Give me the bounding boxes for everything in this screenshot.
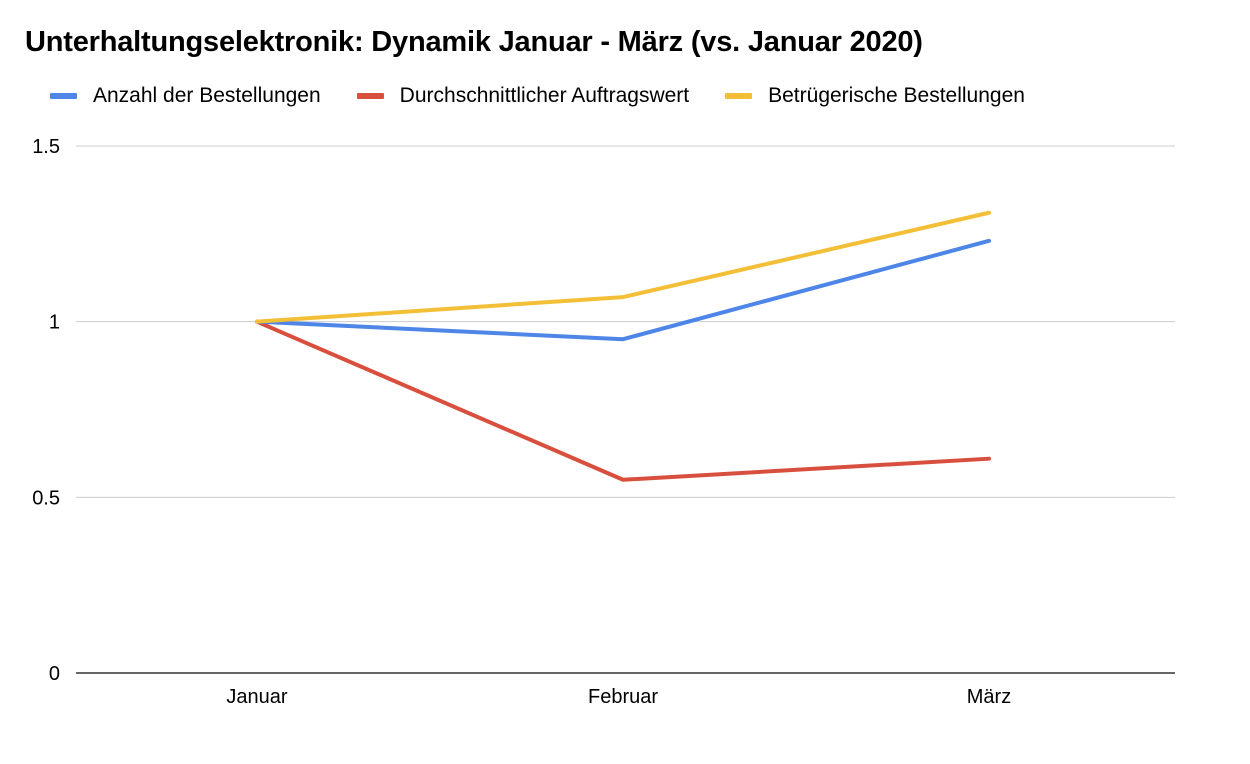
legend-item-betruegerisch: Betrügerische Bestellungen <box>725 84 1025 108</box>
legend-swatch-auftragswert <box>356 93 384 99</box>
chart-title: Unterhaltungselektronik: Dynamik Januar … <box>25 26 923 58</box>
y-tick-label-1: 0.5 <box>32 487 60 509</box>
y-tick-label-3: 1.5 <box>32 136 60 158</box>
legend-item-auftragswert: Durchschnittlicher Auftragswert <box>356 84 690 108</box>
legend-label-anzahl: Anzahl der Bestellungen <box>93 84 321 107</box>
legend-label-auftragswert: Durchschnittlicher Auftragswert <box>399 84 690 107</box>
series-line-1 <box>255 319 991 482</box>
legend: Anzahl der Bestellungen Durchschnittlich… <box>50 84 1061 108</box>
y-tick-label-0: 0 <box>49 663 60 685</box>
x-tick-label-2: März <box>967 686 1011 708</box>
legend-swatch-anzahl <box>50 93 77 99</box>
x-tick-label-1: Februar <box>588 686 658 708</box>
series-line-2 <box>255 210 991 324</box>
y-tick-label-2: 1 <box>49 312 60 334</box>
x-tick-label-0: Januar <box>226 686 287 708</box>
legend-swatch-betruegerisch <box>725 93 753 99</box>
series-line-0 <box>255 238 991 342</box>
legend-item-anzahl: Anzahl der Bestellungen <box>50 84 321 108</box>
legend-label-betruegerisch: Betrügerische Bestellungen <box>768 84 1025 107</box>
